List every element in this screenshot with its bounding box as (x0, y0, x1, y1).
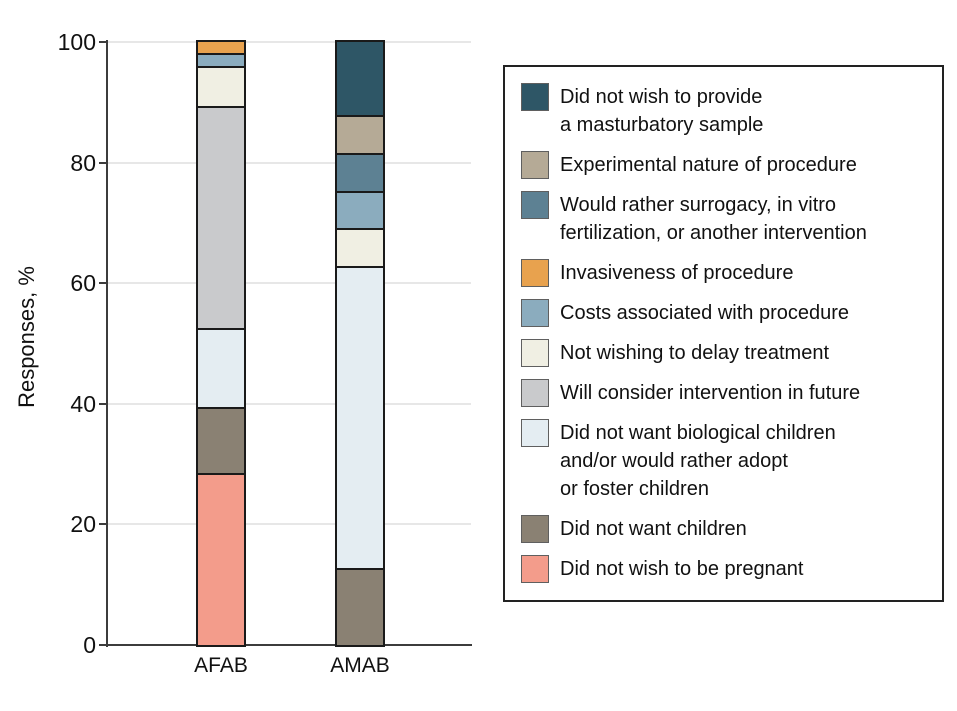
legend: Did not wish to provide a masturbatory sa… (503, 65, 944, 602)
legend-item-9: Did not wish to be pregnant (521, 555, 934, 583)
legend-label-line: fertilization, or another intervention (560, 222, 867, 244)
legend-swatch-9 (521, 555, 549, 583)
legend-swatch-4 (521, 299, 549, 327)
legend-swatch-0 (521, 83, 549, 111)
legend-label-4: Costs associated with procedure (560, 299, 849, 327)
legend-swatch-2 (521, 191, 549, 219)
bar-segment-amab-4 (337, 192, 383, 231)
legend-label-5: Not wishing to delay treatment (560, 339, 829, 367)
legend-label-line: or foster children (560, 478, 709, 500)
legend-label-line: Would rather surrogacy, in vitro (560, 194, 837, 216)
y-tick-40 (99, 402, 107, 405)
y-tick-0 (99, 644, 107, 646)
legend-item-6: Will consider intervention in future (521, 379, 934, 407)
legend-item-4: Costs associated with procedure (521, 299, 934, 327)
legend-item-7: Did not want biological children and/or w… (521, 419, 934, 503)
bar-segment-afab-5 (198, 68, 244, 108)
legend-label-line: Not wishing to delay treatment (560, 342, 830, 364)
legend-item-8: Did not want children (521, 515, 934, 543)
y-tick-60 (99, 282, 107, 285)
bar-segment-amab-0 (337, 42, 383, 118)
bar-amab (335, 40, 385, 647)
y-tick-label-20: 20 (70, 511, 96, 538)
bar-segment-amab-7 (337, 268, 383, 570)
legend-item-5: Not wishing to delay treatment (521, 339, 934, 367)
legend-label-line: Costs associated with procedure (560, 302, 850, 324)
bar-segment-afab-9 (198, 474, 244, 645)
bar-segment-amab-1 (337, 117, 383, 156)
y-tick-label-80: 80 (70, 149, 96, 176)
bar-afab (196, 40, 246, 647)
bar-segment-afab-7 (198, 330, 244, 409)
legend-label-line: Did not wish to be pregnant (560, 558, 804, 580)
legend-label-line: Invasiveness of procedure (560, 262, 794, 284)
legend-label-line: a masturbatory sample (560, 114, 764, 136)
legend-swatch-1 (521, 151, 549, 179)
gridline-80 (107, 161, 471, 164)
legend-swatch-5 (521, 339, 549, 367)
bar-segment-amab-2 (337, 155, 383, 193)
bar-segment-afab-8 (198, 409, 244, 475)
legend-label-line: Did not wish to provide (560, 86, 763, 108)
gridline-60 (107, 282, 471, 285)
bar-segment-afab-6 (198, 107, 244, 331)
legend-item-1: Experimental nature of procedure (521, 151, 934, 179)
y-tick-label-0: 0 (83, 632, 96, 658)
legend-label-line: Did not want biological children (560, 422, 836, 444)
y-tick-label-100: 100 (57, 29, 96, 55)
legend-label-line: Will consider intervention in future (560, 382, 861, 404)
gridline-100 (107, 41, 471, 43)
legend-swatch-7 (521, 419, 549, 447)
x-axis-line (106, 644, 472, 646)
legend-item-0: Did not wish to provide a masturbatory sa… (521, 83, 934, 139)
legend-label-line: and/or would rather adopt (560, 450, 788, 472)
y-tick-label-60: 60 (70, 270, 96, 297)
y-tick-100 (99, 41, 107, 43)
bar-segment-amab-8 (337, 569, 383, 645)
gridline-20 (107, 523, 471, 526)
legend-label-1: Experimental nature of procedure (560, 151, 857, 179)
gridline-40 (107, 402, 471, 405)
legend-label-2: Would rather surrogacy, in vitro fertiliz… (560, 191, 867, 247)
legend-label-9: Did not wish to be pregnant (560, 555, 804, 583)
y-tick-20 (99, 523, 107, 526)
bar-segment-amab-5 (337, 230, 383, 269)
y-tick-label-40: 40 (70, 390, 96, 417)
legend-item-2: Would rather surrogacy, in vitro fertiliz… (521, 191, 934, 247)
legend-label-line: Did not want children (560, 518, 747, 540)
legend-swatch-3 (521, 259, 549, 287)
legend-label-3: Invasiveness of procedure (560, 259, 793, 287)
y-axis-line (106, 40, 108, 647)
legend-label-7: Did not want biological children and/or w… (560, 419, 836, 503)
x-axis-label-amab: AMAB (330, 654, 390, 677)
legend-label-line: Experimental nature of procedure (560, 154, 857, 176)
x-axis-label-afab: AFAB (194, 654, 248, 677)
legend-item-3: Invasiveness of procedure (521, 259, 934, 287)
legend-label-0: Did not wish to provide a masturbatory sa… (560, 83, 763, 139)
legend-swatch-6 (521, 379, 549, 407)
legend-label-6: Will consider intervention in future (560, 379, 860, 407)
legend-swatch-8 (521, 515, 549, 543)
legend-label-8: Did not want children (560, 515, 747, 543)
bar-segment-afab-3 (198, 42, 244, 56)
bar-segment-afab-4 (198, 55, 244, 69)
y-tick-80 (99, 161, 107, 164)
